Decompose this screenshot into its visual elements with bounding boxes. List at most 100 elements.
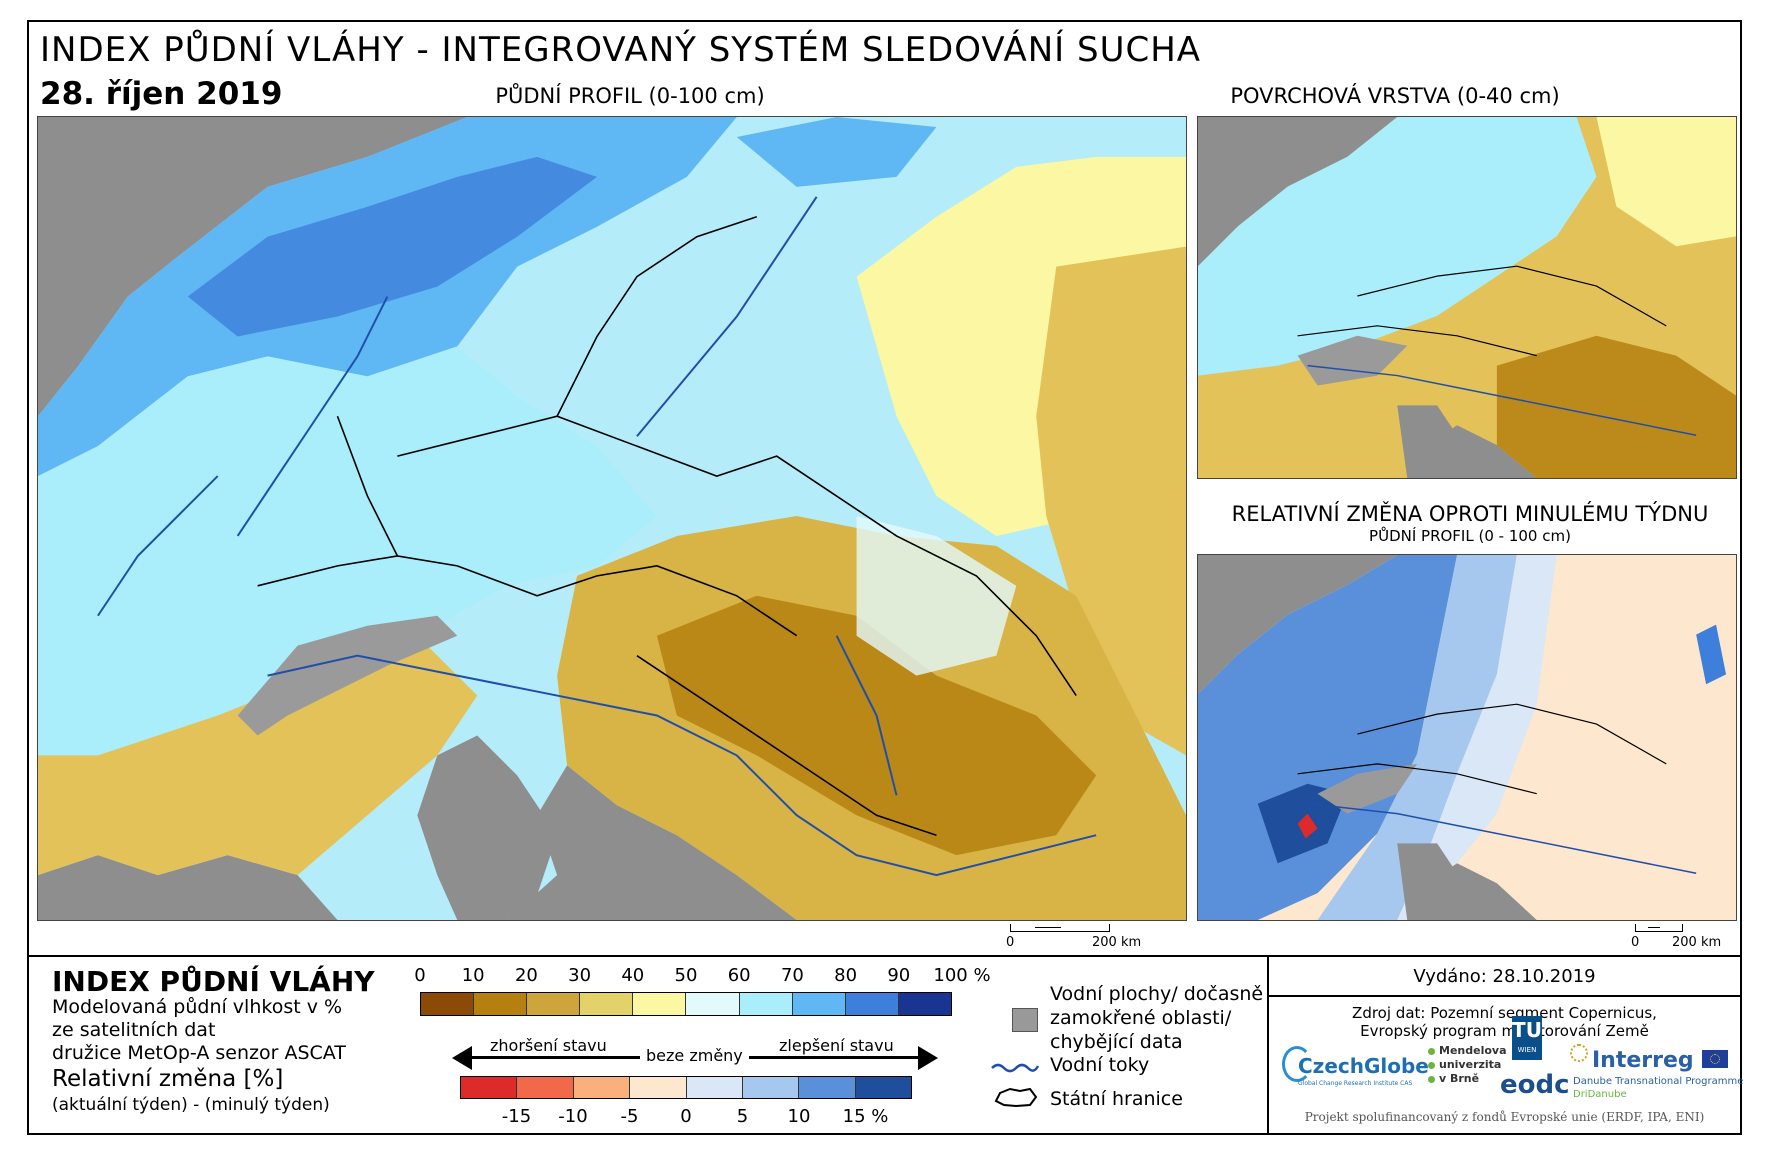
- change-swatch: [686, 1077, 743, 1098]
- main-soil-moisture-map[interactable]: [37, 116, 1187, 921]
- moisture-swatch: [474, 993, 528, 1015]
- change-swatch: [517, 1077, 574, 1098]
- issued-divider: [1267, 995, 1742, 997]
- change-tick-label: -10: [558, 1106, 588, 1127]
- water-area-swatch: [1012, 1008, 1038, 1032]
- sheet-date: 28. říjen 2019: [40, 76, 283, 112]
- water-label-3: chybějící data: [1050, 1031, 1183, 1053]
- moisture-tick-label: 90: [887, 965, 911, 986]
- better-label: zlepšení stavu: [775, 1036, 898, 1055]
- legend-info-divider: [1267, 955, 1269, 1135]
- sheet-title: INDEX PŮDNÍ VLÁHY - INTEGROVANÝ SYSTÉM S…: [40, 30, 1202, 70]
- mendelu-text-3: v Brně: [1439, 1072, 1480, 1085]
- interreg-logo-text: Interreg: [1592, 1048, 1694, 1073]
- moisture-swatch: [739, 993, 793, 1015]
- change-scale-label: 200 km: [1672, 935, 1722, 950]
- czechglobe-logo-sub: Global Change Research Institute CAS: [1298, 1080, 1413, 1087]
- change-color-ramp: [460, 1076, 912, 1099]
- moisture-tick-label: 10: [461, 965, 485, 986]
- water-label-2: zamokřené oblasti/: [1050, 1007, 1232, 1029]
- change-swatch: [630, 1077, 687, 1098]
- surface-map-caption: POVRCHOVÁ VRSTVA (0-40 cm): [1230, 84, 1560, 108]
- czechglobe-logo-text: CzechGlobe: [1298, 1054, 1429, 1078]
- funding-note: Projekt spolufinancovaný z fondů Evropsk…: [1304, 1110, 1705, 1124]
- main-map-graphic: [38, 117, 1186, 920]
- river-symbol-icon: [991, 1063, 1040, 1073]
- legend-change-title: Relativní změna [%]: [52, 1066, 284, 1092]
- change-map-caption: RELATIVNÍ ZMĚNA OPROTI MINULÉMU TÝDNU: [1231, 502, 1709, 526]
- change-swatch: [855, 1077, 911, 1098]
- arrow-left-head: [452, 1046, 472, 1070]
- surface-layer-map[interactable]: [1197, 116, 1737, 479]
- arrow-right-head: [918, 1046, 938, 1070]
- change-swatch: [742, 1077, 800, 1098]
- mendelu-dot-icon: [1428, 1048, 1435, 1055]
- tu-logo-sub: WIEN: [1517, 1046, 1537, 1054]
- moisture-tick-label: 40: [621, 965, 645, 986]
- moisture-tick-label: 100 %: [933, 965, 991, 986]
- moisture-tick-label: 80: [834, 965, 858, 986]
- main-scale-label: 200 km: [1092, 935, 1142, 950]
- moisture-tick-label: 50: [674, 965, 698, 986]
- mendelu-text-1: Mendelova: [1439, 1044, 1507, 1057]
- surface-map-graphic: [1198, 117, 1736, 478]
- rivers-label: Vodní toky: [1050, 1054, 1150, 1076]
- change-tick-label: -5: [620, 1106, 639, 1127]
- main-map-caption: PŮDNÍ PROFIL (0-100 cm): [495, 84, 765, 108]
- moisture-swatch: [898, 993, 951, 1015]
- issued-date: Vydáno: 28.10.2019: [1413, 966, 1596, 987]
- change-swatch: [573, 1077, 631, 1098]
- moisture-swatch: [421, 993, 475, 1015]
- change-swatch: [799, 1077, 856, 1098]
- change-tick-label: 10: [787, 1106, 811, 1127]
- legend-title: INDEX PŮDNÍ VLÁHY: [52, 965, 375, 998]
- legend-desc-2: ze satelitních dat: [52, 1019, 216, 1041]
- moisture-tick-label: 0: [414, 965, 426, 986]
- moisture-swatch: [792, 993, 846, 1015]
- moisture-swatch: [633, 993, 687, 1015]
- moisture-color-ramp: [420, 992, 952, 1016]
- moisture-swatch: [845, 993, 899, 1015]
- change-scale-zero: 0: [1631, 935, 1640, 950]
- moisture-tick-label: 30: [568, 965, 592, 986]
- change-tick-label: 5: [736, 1106, 749, 1127]
- czechglobe-logo-icon: [1282, 1046, 1312, 1082]
- relative-change-map[interactable]: [1197, 554, 1737, 921]
- moisture-tick-label: 20: [514, 965, 538, 986]
- interreg-sub-text-2: DriDanube: [1573, 1089, 1627, 1100]
- water-label-1: Vodní plochy/ dočasně: [1050, 983, 1264, 1005]
- change-tick-label: 0: [680, 1106, 692, 1127]
- change-tick-label: -15: [501, 1106, 532, 1127]
- legend-desc-1: Modelovaná půdní vlhkost v %: [52, 996, 343, 1018]
- change-scale-bar: [1635, 924, 1683, 932]
- eodc-logo-text: eodc: [1500, 1070, 1570, 1100]
- data-source-1: Zdroj dat: Pozemní segment Copernicus,: [1352, 1004, 1657, 1022]
- legend-top-divider: [27, 955, 1742, 957]
- change-map-graphic: [1198, 555, 1736, 920]
- main-scale-bar: [1010, 924, 1110, 932]
- moisture-swatch: [686, 993, 740, 1015]
- borders-label: Státní hranice: [1050, 1088, 1183, 1110]
- tu-logo-text: TU: [1512, 1018, 1542, 1042]
- change-tick-label: 15 %: [842, 1106, 889, 1127]
- tu-wien-logo: TU WIEN: [1512, 1016, 1542, 1060]
- mendelu-dot-icon: [1428, 1062, 1435, 1069]
- eu-flag-icon: [1702, 1050, 1728, 1068]
- legend-change-formula: (aktuální týden) - (minulý týden): [52, 1095, 330, 1115]
- moisture-swatch: [580, 993, 634, 1015]
- mendelu-text-2: univerzita: [1439, 1058, 1502, 1071]
- moisture-tick-label: 60: [727, 965, 751, 986]
- change-map-subcaption: PŮDNÍ PROFIL (0 - 100 cm): [1369, 527, 1571, 545]
- interreg-sun-icon: [1570, 1044, 1588, 1062]
- no-change-label: beze změny: [640, 1046, 749, 1065]
- border-symbol-icon: [994, 1087, 1038, 1108]
- moisture-swatch: [527, 993, 581, 1015]
- legend-desc-3: družice MetOp-A senzor ASCAT: [52, 1042, 346, 1064]
- interreg-sub-text: Danube Transnational Programme: [1573, 1076, 1744, 1087]
- data-source-2: Evropský program monitorování Země: [1360, 1022, 1649, 1040]
- mendelu-dot-icon: [1428, 1076, 1435, 1083]
- change-swatch: [461, 1077, 518, 1098]
- worse-label: zhoršení stavu: [486, 1036, 611, 1055]
- main-scale-zero: 0: [1006, 935, 1015, 950]
- moisture-tick-label: 70: [780, 965, 804, 986]
